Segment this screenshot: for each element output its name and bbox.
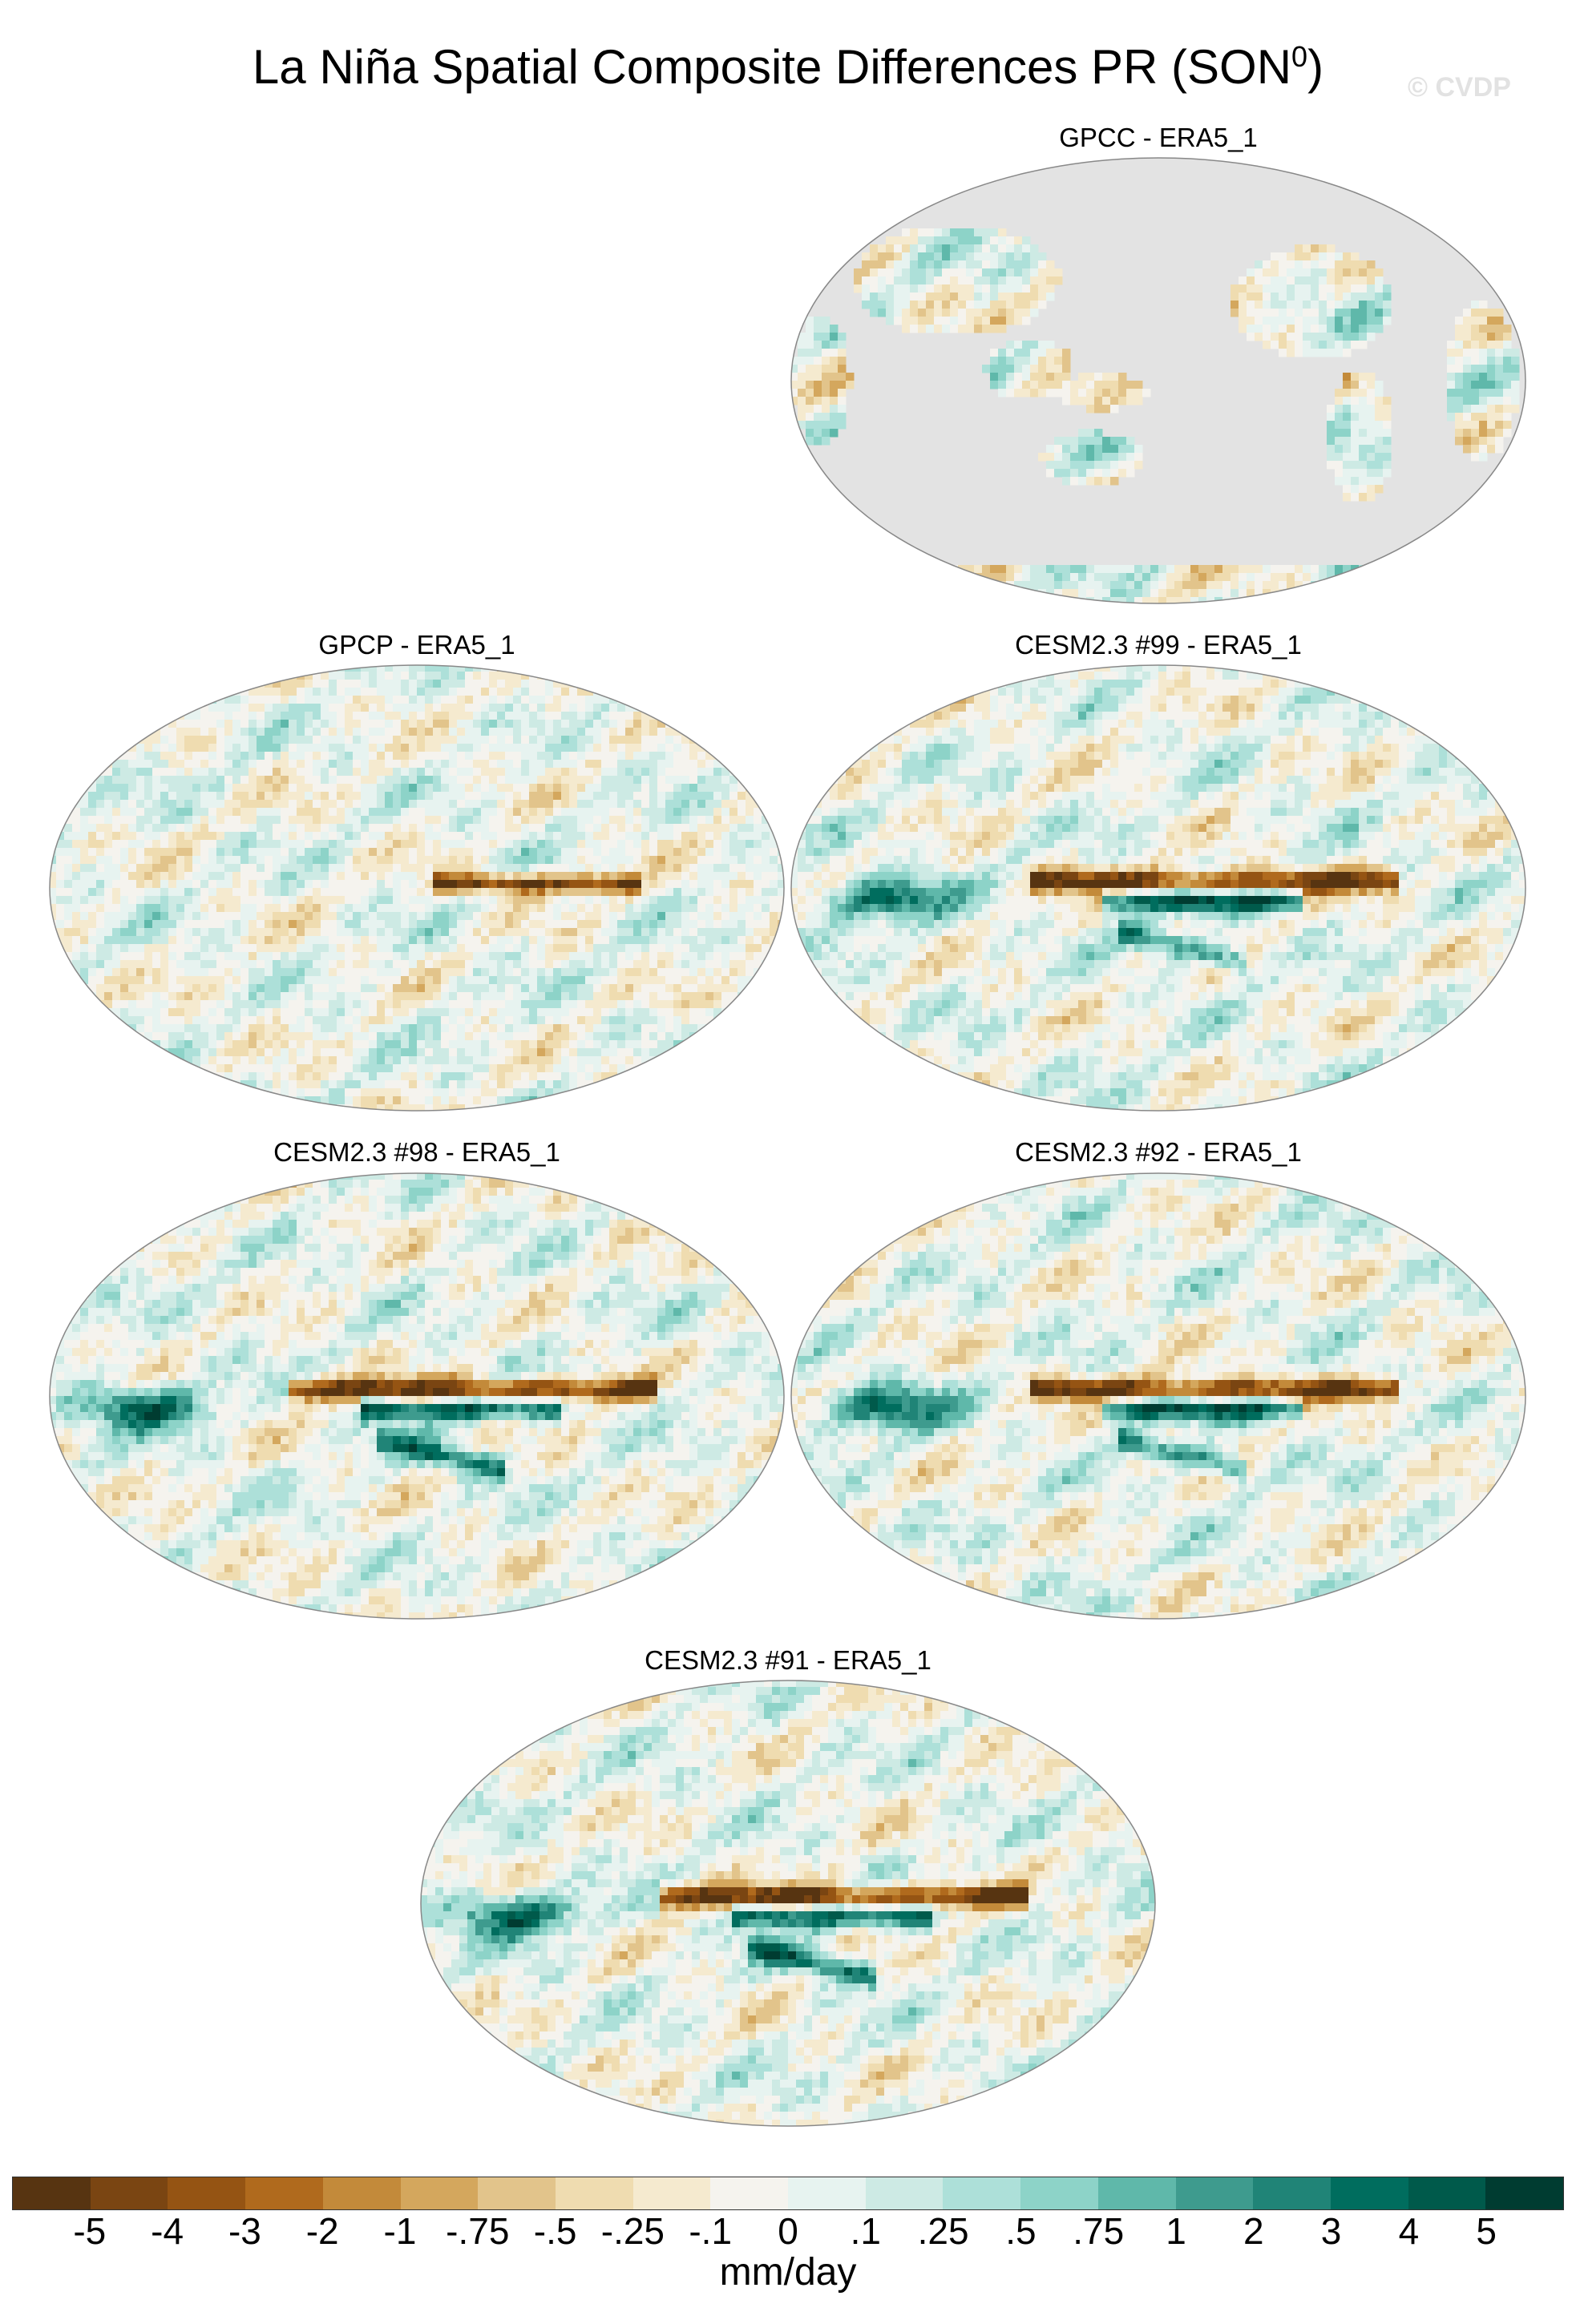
panel-label-gpcp: GPCP - ERA5_1 [48,629,786,661]
colorbar-tick-label: -.75 [422,2209,534,2253]
panel-label-cesm91: CESM2.3 #91 - ERA5_1 [419,1644,1157,1676]
map-panel-gpcc [790,157,1526,604]
globe-outline [790,664,1526,1112]
watermark: © CVDP [1408,72,1511,103]
colorbar-swatch [1020,2177,1098,2209]
globe-outline [790,1172,1526,1620]
colorbar-swatch [478,2177,556,2209]
globe-outline [420,1680,1156,2127]
colorbar-tick-label: -.5 [499,2209,612,2253]
colorbar-swatch [322,2177,401,2209]
colorbar-swatch [865,2177,944,2209]
colorbar-tick-label: .25 [887,2209,1000,2253]
colorbar-swatch [13,2177,91,2209]
panel-label-gpcc: GPCC - ERA5_1 [790,122,1527,154]
map-panel-cesm91 [420,1680,1156,2127]
colorbar-swatch [555,2177,633,2209]
panel-label-cesm92: CESM2.3 #92 - ERA5_1 [790,1136,1527,1168]
colorbar-tick-label: .5 [964,2209,1077,2253]
colorbar-swatch [1097,2177,1176,2209]
colorbar [12,2177,1564,2210]
colorbar-swatch [245,2177,323,2209]
colorbar-tick-label: -.25 [576,2209,689,2253]
colorbar-swatch [1253,2177,1331,2209]
colorbar-tick-label: -.1 [654,2209,766,2253]
colorbar-units: mm/day [0,2250,1576,2295]
colorbar-swatch [1408,2177,1486,2209]
colorbar-tick-label: 5 [1430,2209,1542,2253]
map-panel-cesm92 [790,1172,1526,1620]
colorbar-tick-label: 4 [1352,2209,1465,2253]
colorbar-tick-label: -5 [34,2209,146,2253]
globe-outline [790,157,1526,604]
map-panel-cesm98 [49,1172,785,1620]
colorbar-tick-label: 2 [1198,2209,1310,2253]
panel-label-cesm99: CESM2.3 #99 - ERA5_1 [790,629,1527,661]
figure-title: La Niña Spatial Composite Differences PR… [0,22,1576,102]
globe-outline [49,664,785,1112]
map-panel-cesm99 [790,664,1526,1112]
colorbar-tick-label: -4 [111,2209,224,2253]
colorbar-swatch [710,2177,789,2209]
colorbar-tick-label: 1 [1120,2209,1232,2253]
colorbar-tick-label: -3 [188,2209,301,2253]
colorbar-swatch [943,2177,1021,2209]
colorbar-swatch [632,2177,711,2209]
colorbar-tick-label: 3 [1275,2209,1388,2253]
colorbar-swatch [1485,2177,1564,2209]
colorbar-tick-label: -2 [266,2209,378,2253]
colorbar-swatch [1330,2177,1408,2209]
colorbar-tick-label: .1 [810,2209,922,2253]
colorbar-tick-label: 0 [732,2209,844,2253]
colorbar-swatch [90,2177,168,2209]
globe-outline [49,1172,785,1620]
colorbar-swatch [788,2177,866,2209]
colorbar-ticks: -5 -4 -3 -2 -1 -.75 -.5 -.25 -.1 0.1.25.5.75 1 2 3 4 5 [12,2209,1564,2257]
panel-label-cesm98: CESM2.3 #98 - ERA5_1 [48,1136,786,1168]
colorbar-tick-label: -1 [344,2209,456,2253]
map-panel-gpcp [49,664,785,1112]
colorbar-swatch [1175,2177,1254,2209]
colorbar-swatch [168,2177,246,2209]
colorbar-swatch [400,2177,479,2209]
colorbar-tick-label: .75 [1042,2209,1154,2253]
